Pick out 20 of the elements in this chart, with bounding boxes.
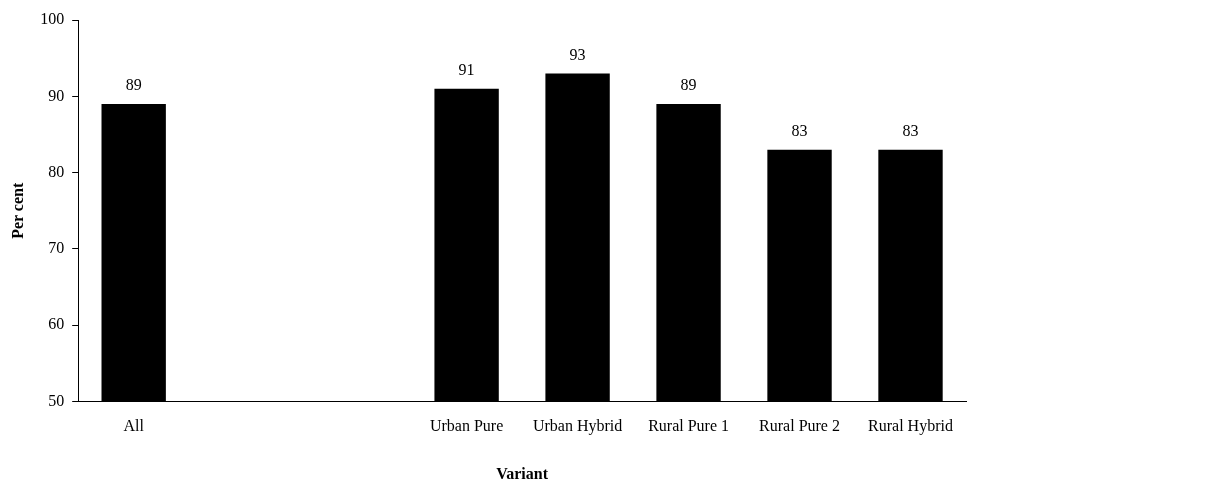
y-tick-label: 50 [48,391,65,409]
x-tick-label: Urban Pure [429,417,504,435]
y-tick-label: 80 [48,162,65,180]
x-axis-title: Variant [496,464,549,482]
data-label: 89 [125,76,142,94]
y-tick-label: 100 [40,10,65,28]
y-tick-label: 90 [48,86,65,104]
data-label: 89 [680,76,697,94]
x-tick-label: Urban Hybrid [532,417,623,436]
y-tick-label: 60 [48,315,65,333]
y-axis-title: Per cent [8,182,26,239]
data-label: 83 [791,121,808,139]
data-label: 93 [569,45,586,63]
x-tick-label: Rural Hybrid [868,417,953,436]
x-tick-label: Rural Pure 2 [759,417,840,435]
data-label: 91 [458,60,475,78]
x-tick-label: All [123,417,145,435]
data-label: 83 [902,121,919,139]
y-tick-label: 70 [48,239,65,257]
x-tick-label: Rural Pure 1 [648,417,729,435]
